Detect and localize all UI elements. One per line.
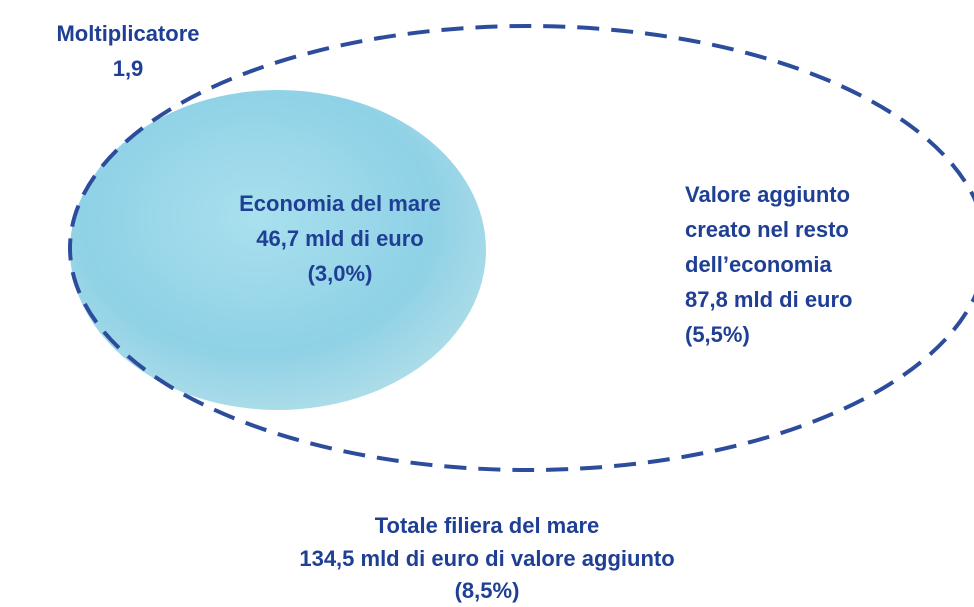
inner-text: 46,7 mld di euro — [256, 226, 424, 251]
total-text: 134,5 mld di euro di valore aggiunto — [299, 546, 674, 571]
inner-text: (3,0%) — [308, 261, 373, 286]
outer-text: creato nel resto — [685, 217, 849, 242]
multiplier-label: Moltiplicatore — [56, 21, 199, 46]
inner-text: Economia del mare — [239, 191, 441, 216]
total-text: (8,5%) — [455, 578, 520, 603]
outer-ellipse — [68, 24, 974, 472]
outer-text: 87,8 mld di euro — [685, 287, 853, 312]
inner-ellipse — [70, 90, 486, 410]
multiplier-value: 1,9 — [113, 56, 144, 81]
total-text: Totale filiera del mare — [375, 513, 600, 538]
outer-text: (5,5%) — [685, 322, 750, 347]
outer-text: Valore aggiunto — [685, 182, 850, 207]
outer-text: dell’economia — [685, 252, 832, 277]
